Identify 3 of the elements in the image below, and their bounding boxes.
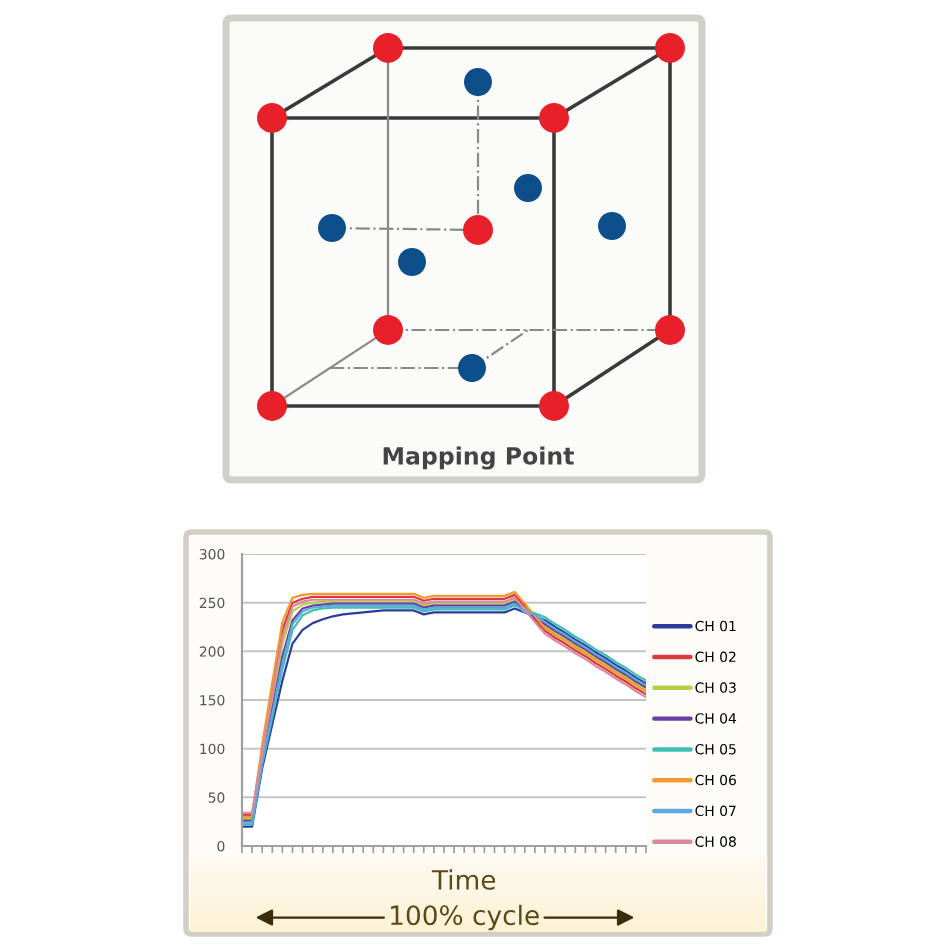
x-axis-title: Time <box>431 869 496 890</box>
text: Mapping Point <box>383 446 574 470</box>
text: 100% cycle <box>391 904 539 931</box>
